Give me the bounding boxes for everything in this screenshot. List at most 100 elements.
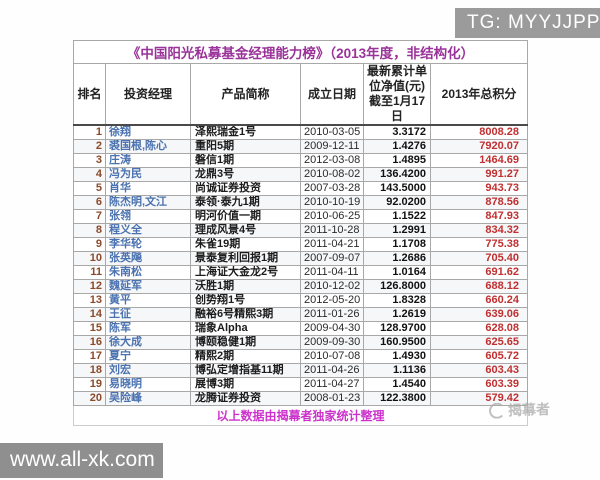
cell-score: 834.32: [429, 223, 529, 238]
cell-date: 2011-01-26: [300, 307, 364, 322]
cell-date: 2012-05-20: [300, 293, 364, 308]
table-row: 7 张翎 明河价值一期 2010-06-25 1.1522 847.93: [73, 209, 529, 224]
cell-score: 688.12: [429, 279, 529, 294]
cell-rank: 18: [73, 363, 106, 378]
cell-manager: 易晓明: [105, 377, 191, 392]
cell-manager: 张翎: [105, 209, 191, 224]
cell-date: 2012-03-08: [300, 153, 364, 168]
cell-nav: 1.1522: [363, 209, 431, 224]
cell-score: 639.06: [429, 307, 529, 322]
cell-score: 605.72: [429, 349, 529, 364]
cell-nav: 3.3172: [363, 124, 431, 140]
site-watermark-badge: www.all-xk.com: [0, 443, 163, 478]
cell-rank: 4: [73, 167, 106, 182]
cell-date: 2011-04-11: [300, 265, 364, 280]
cell-manager: 张英飚: [105, 251, 191, 266]
cell-score: 691.62: [429, 265, 529, 280]
cell-nav: 92.0200: [363, 195, 431, 210]
cell-rank: 5: [73, 181, 106, 196]
table-row: 18 刘宏 博弘定增指基11期 2011-04-26 1.1136 603.43: [73, 363, 529, 378]
table-row: 8 程义全 理成风景4号 2011-10-28 1.2991 834.32: [73, 223, 529, 238]
cell-product: 上海证大金龙2号: [190, 265, 301, 280]
cell-nav: 1.4540: [363, 377, 431, 392]
table-row: 20 吴险峰 龙腾证券投资 2008-01-23 122.3800 579.42: [73, 391, 529, 406]
cell-date: 2010-03-05: [300, 124, 364, 140]
telegram-watermark-badge: TG: MYYJJPP: [455, 8, 600, 38]
cell-product: 泰领·泰九1期: [190, 195, 301, 210]
table-row: 16 徐大成 博颐稳健1期 2009-09-30 160.9500 625.65: [73, 335, 529, 350]
cell-nav: 1.1136: [363, 363, 431, 378]
cell-date: 2009-09-30: [300, 335, 364, 350]
cell-date: 2010-07-08: [300, 349, 364, 364]
table-footer-note: 以上数据由揭幕者独家统计整理: [72, 405, 529, 426]
cell-rank: 15: [73, 321, 106, 336]
cell-product: 理成风景4号: [190, 223, 301, 238]
cell-product: 展博3期: [190, 377, 301, 392]
cell-date: 2007-03-28: [300, 181, 364, 196]
cell-product: 明河价值一期: [190, 209, 301, 224]
cell-date: 2009-12-11: [300, 139, 364, 154]
cell-rank: 6: [73, 195, 106, 210]
cell-nav: 1.4276: [363, 139, 431, 154]
table-row: 5 肖华 尚诚证券投资 2007-03-28 143.5000 943.73: [73, 181, 529, 196]
column-header-rank: 排名: [73, 63, 106, 126]
cell-score: 991.27: [429, 167, 529, 182]
table-title: 《中国阳光私募基金经理能力榜》（2013年度，非结构化）: [72, 40, 529, 64]
telegram-watermark-label: TG: MYYJJPP: [467, 12, 600, 33]
cell-nav: 1.4930: [363, 349, 431, 364]
table-row: 12 魏延军 沃胜1期 2010-12-02 126.8000 688.12: [73, 279, 529, 294]
cell-score: 603.39: [429, 377, 529, 392]
cell-score: 7920.07: [429, 139, 529, 154]
ranking-table-container: 《中国阳光私募基金经理能力榜》（2013年度，非结构化） 排名 投资经理 产品简…: [72, 40, 529, 426]
cell-nav: 160.9500: [363, 335, 431, 350]
column-header-date: 成立日期: [300, 63, 364, 126]
cell-score: 603.43: [429, 363, 529, 378]
cell-rank: 10: [73, 251, 106, 266]
cell-score: 625.65: [429, 335, 529, 350]
cell-nav: 128.9700: [363, 321, 431, 336]
cell-nav: 1.4895: [363, 153, 431, 168]
cell-score: 943.73: [429, 181, 529, 196]
cell-nav: 136.4200: [363, 167, 431, 182]
cell-manager: 刘宏: [105, 363, 191, 378]
cell-manager: 李华轮: [105, 237, 191, 252]
cell-score: 878.56: [429, 195, 529, 210]
cell-score: 1464.69: [429, 153, 529, 168]
cell-date: 2010-12-02: [300, 279, 364, 294]
table-row: 10 张英飚 景泰复利回报1期 2007-09-07 1.2686 705.40: [73, 251, 529, 266]
cell-rank: 7: [73, 209, 106, 224]
cell-product: 朱雀19期: [190, 237, 301, 252]
cell-product: 融裕6号精熙3期: [190, 307, 301, 322]
table-row: 2 裘国根,陈心 重阳5期 2009-12-11 1.4276 7920.07: [73, 139, 529, 154]
cell-product: 泽熙瑞金1号: [190, 124, 301, 140]
table-row: 6 陈杰明,文江 泰领·泰九1期 2010-10-19 92.0200 878.56: [73, 195, 529, 210]
cell-product: 景泰复利回报1期: [190, 251, 301, 266]
cell-manager: 魏延军: [105, 279, 191, 294]
site-watermark-label: www.all-xk.com: [10, 448, 155, 471]
cell-manager: 冯为民: [105, 167, 191, 182]
cell-product: 龙鼎3号: [190, 167, 301, 182]
cell-date: 2008-01-23: [300, 391, 364, 406]
cell-product: 创势翔1号: [190, 293, 301, 308]
ranking-table: 《中国阳光私募基金经理能力榜》（2013年度，非结构化） 排名 投资经理 产品简…: [72, 40, 529, 426]
cell-rank: 2: [73, 139, 106, 154]
cell-date: 2007-09-07: [300, 251, 364, 266]
cell-rank: 3: [73, 153, 106, 168]
cell-nav: 143.5000: [363, 181, 431, 196]
table-body: 1 徐翔 泽熙瑞金1号 2010-03-05 3.3172 8008.28 2 裘国根,陈心重…: [73, 124, 529, 406]
cell-score: 660.24: [429, 293, 529, 308]
cell-date: 2009-04-30: [300, 321, 364, 336]
table-row: 11 朱南松 上海证大金龙2号 2011-04-11 1.0164 691.62: [73, 265, 529, 280]
table-row: 19 易晓明 展博3期 2011-04-27 1.4540 603.39: [73, 377, 529, 392]
cell-rank: 14: [73, 307, 106, 322]
cell-nav: 1.0164: [363, 265, 431, 280]
cell-nav: 126.8000: [363, 279, 431, 294]
table-row: 17 夏宁 精熙2期 2010-07-08 1.4930 605.72: [73, 349, 529, 364]
column-header-product: 产品简称: [190, 63, 301, 126]
cell-product: 精熙2期: [190, 349, 301, 364]
cell-nav: 1.2991: [363, 223, 431, 238]
column-header-score: 2013年总积分: [429, 63, 529, 126]
cell-manager: 吴险峰: [105, 391, 191, 406]
cell-score: 8008.28: [429, 124, 529, 140]
cell-score: 579.42: [429, 391, 529, 406]
